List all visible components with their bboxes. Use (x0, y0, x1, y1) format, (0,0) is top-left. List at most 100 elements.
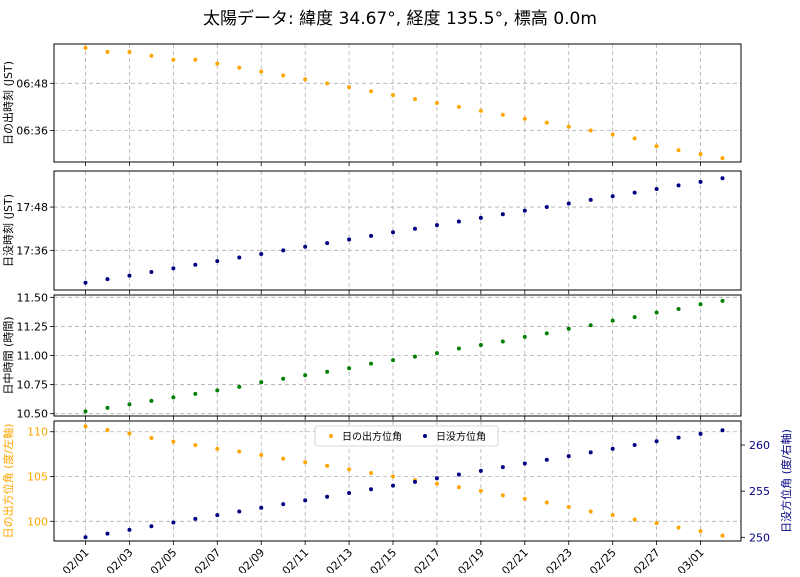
sunset-azimuth-point (281, 502, 286, 507)
sunset-azimuth-point (544, 457, 549, 462)
sunset-point (391, 230, 396, 235)
sunrise-azimuth-point (654, 521, 659, 526)
sunrise-azimuth-point (215, 446, 220, 451)
x-tick-label: 02/09 (236, 546, 268, 573)
y-axis-label: 日の出時刻 (JST) (1, 61, 15, 145)
y-tick-label: 10.50 (17, 408, 49, 421)
sunset-azimuth-point (83, 535, 88, 540)
sunrise-point (237, 65, 242, 70)
sunrise-point (193, 57, 198, 62)
x-tick-label: 02/17 (411, 546, 443, 573)
sunset-azimuth-point (720, 428, 725, 433)
sunset-point (215, 259, 220, 264)
y-tick-label-right: 250 (749, 531, 770, 544)
sunrise-point (303, 77, 308, 82)
panel-frame (53, 420, 742, 542)
x-tick-label: 02/25 (587, 546, 619, 573)
daylight-point (391, 358, 396, 363)
sunset-point (281, 248, 286, 253)
sunset-point (610, 194, 615, 199)
y-tick-label: 11.00 (17, 350, 49, 363)
sunrise-point (281, 73, 286, 78)
sunset-point (720, 176, 725, 181)
daylight-point (215, 388, 220, 393)
sunset-azimuth-point (610, 446, 615, 451)
daylight-point (259, 380, 264, 385)
sunrise-point (347, 85, 352, 90)
daylight-point (632, 315, 637, 320)
sunrise-azimuth-point (281, 456, 286, 461)
daylight-point (720, 298, 725, 303)
sunrise-point (171, 57, 176, 62)
sunset-azimuth-point (654, 439, 659, 444)
daylight-point (127, 402, 132, 407)
daylight-point (522, 334, 527, 339)
daylight-point (325, 369, 330, 374)
x-tick-label: 02/07 (192, 546, 224, 573)
x-tick-label: 02/11 (280, 546, 312, 573)
sunset-azimuth-point (303, 498, 308, 503)
sunrise-azimuth-point (610, 513, 615, 518)
sunset-azimuth-point (522, 461, 527, 466)
sunset-point (325, 241, 330, 246)
sunset-azimuth-point (434, 476, 439, 481)
sunrise-point (215, 61, 220, 66)
sunset-point (544, 205, 549, 210)
chart-title: 太陽データ: 緯度 34.67°, 経度 135.5°, 標高 0.0m (203, 8, 597, 29)
sunset-point (237, 255, 242, 260)
sunrise-azimuth-point (171, 439, 176, 444)
legend-label-sunrise: 日の出方位角 (342, 430, 402, 443)
sunrise-point (478, 108, 483, 113)
daylight-point (676, 306, 681, 311)
sunset-azimuth-point (456, 472, 461, 477)
daylight-point (105, 405, 110, 410)
sunset-azimuth-point (347, 491, 352, 495)
sunset-point (347, 237, 352, 242)
daylight-point (237, 384, 242, 389)
sunrise-azimuth-point (588, 509, 593, 514)
y-tick-label-right: 260 (749, 439, 770, 452)
sunrise-point (259, 69, 264, 74)
sunrise-azimuth-point (632, 517, 637, 522)
x-tick-label: 02/05 (148, 546, 180, 573)
sunset-azimuth-point (698, 431, 703, 436)
sunrise-azimuth-point (698, 529, 703, 534)
sunset-azimuth-point (391, 483, 396, 488)
sunset-point (193, 262, 198, 267)
x-tick-label: 02/19 (455, 546, 487, 573)
sunset-azimuth-point (127, 527, 132, 532)
sunrise-point (456, 104, 461, 109)
sunrise-point (588, 128, 593, 133)
sunset-point (632, 190, 637, 195)
y-tick-label: 17:48 (16, 201, 48, 214)
y-tick-label-left: 100 (27, 515, 48, 528)
daylight-point (83, 409, 88, 414)
daylight-point (347, 366, 352, 371)
sunset-azimuth-point (500, 465, 505, 470)
y-tick-label-right: 255 (749, 485, 770, 498)
sunrise-azimuth-point (478, 488, 483, 493)
sunset-point (127, 273, 132, 278)
x-tick-label: 02/27 (631, 546, 663, 573)
legend-label-sunset: 日没方位角 (436, 430, 486, 443)
x-tick-label: 02/15 (368, 546, 400, 573)
daylight-point (478, 343, 483, 348)
sunset-azimuth-point (369, 487, 374, 492)
sunset-point (105, 277, 110, 282)
sunrise-point (83, 45, 88, 50)
y-tick-label: 11.50 (17, 291, 49, 304)
sunrise-point (522, 116, 527, 121)
sunset-azimuth-point (215, 513, 220, 518)
daylight-point (544, 331, 549, 336)
sunset-azimuth-point (632, 443, 637, 447)
x-tick-label: 02/03 (104, 546, 136, 573)
daylight-point (654, 310, 659, 315)
sunrise-point (434, 101, 439, 105)
daylight-point (412, 354, 417, 359)
sunrise-azimuth-point (456, 485, 461, 490)
sunrise-point (105, 49, 110, 54)
sunrise-point (149, 53, 154, 58)
sunrise-azimuth-point (259, 453, 264, 458)
sunrise-point (391, 93, 396, 98)
